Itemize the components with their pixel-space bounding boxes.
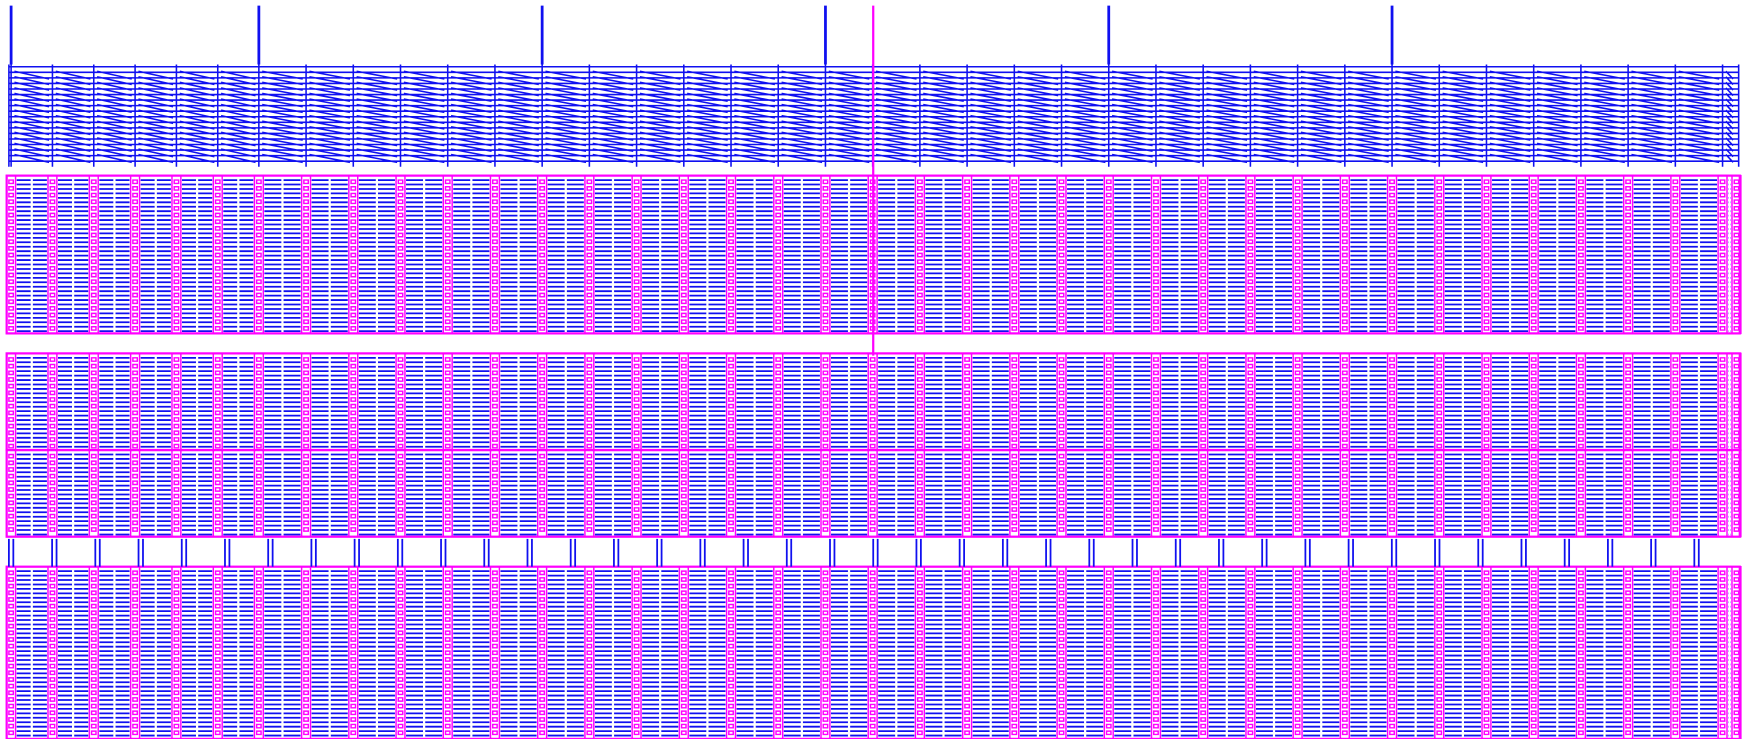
cell-rails bbox=[16, 570, 1731, 737]
cell-rails bbox=[16, 179, 1731, 333]
pin-ticks bbox=[9, 5, 1394, 65]
cell-rails bbox=[16, 356, 1731, 448]
connectors bbox=[7, 538, 1700, 567]
contact-strips bbox=[5, 449, 1742, 538]
contact-strips bbox=[5, 174, 1742, 335]
cell-rails bbox=[16, 453, 1731, 536]
